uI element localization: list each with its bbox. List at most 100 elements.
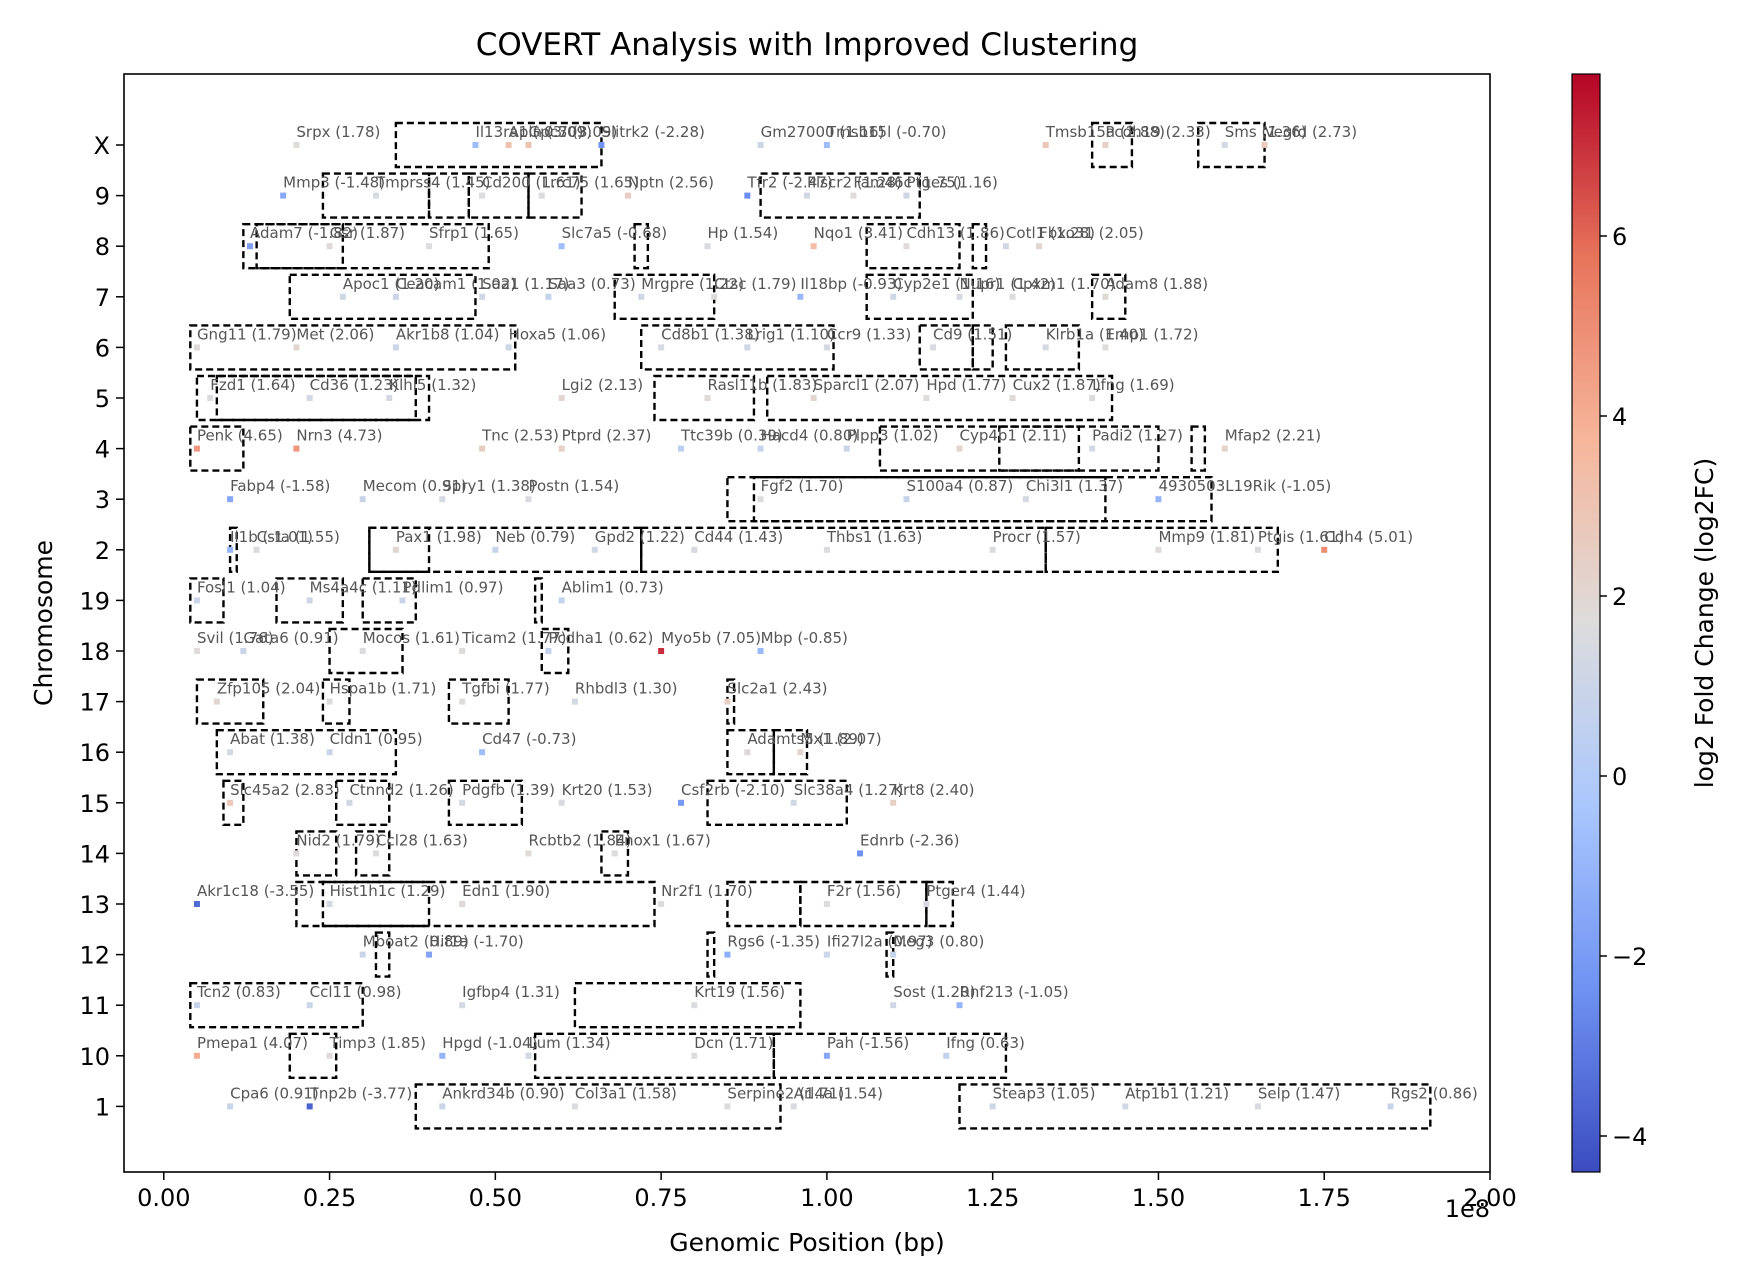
gene-label: Enox1 (1.67) [615,831,711,849]
cluster-box [640,324,835,371]
gene-point [678,799,685,806]
gene-point [213,698,220,705]
y-tick-label: 15 [79,790,110,818]
gene-point [823,142,830,148]
gene-label: Cyp4b1 (2.11) [960,427,1067,445]
gene-label: Hpd (1.77) [926,376,1006,394]
gene-label: Hpgd (-1.04) [442,1034,537,1052]
cluster-box [971,222,988,270]
gene-point [857,850,864,857]
gene-label: Arl4a (1.54) [794,1084,883,1102]
gene-point [306,597,313,604]
cluster-box [865,222,961,270]
gene-label: Steap3 (1.05) [993,1084,1096,1102]
y-tick-label: 3 [95,486,110,514]
cluster-box [414,1083,782,1130]
gene-label: Fzd1 (1.64) [210,376,295,394]
x-axis-offset: 1e8 [1445,1195,1490,1223]
gene-point [359,951,366,958]
gene-point [1009,395,1016,401]
colorbar-tick-label: 2 [1612,583,1627,611]
y-tick-label: 12 [79,942,110,970]
gene-point [459,698,466,705]
gene-label: 4930503L19Rik (-1.05) [1158,477,1331,495]
gene-point [193,344,200,351]
x-tick-label: 1.75 [1298,1184,1351,1212]
gene-label: Slc7a5 (-0.68) [562,224,668,242]
colorbar-gradient [1571,73,1601,1173]
y-tick-label: 4 [95,436,110,464]
gene-label: Krt19 (1.56) [694,983,785,1001]
gene-label: Mboat2 (0.89) [363,933,469,951]
x-axis: 0.00 0.25 0.50 0.75 1.00 1.25 1.50 1.75 2.00 [137,1172,1517,1212]
gene-label: Cpa6 (0.91) [230,1084,319,1102]
gene-label: Spry1 (1.38) [442,477,536,495]
y-tick-label: 11 [79,992,110,1020]
gene-point [293,445,300,452]
gene-point [439,496,446,503]
cluster-box [998,425,1081,472]
gene-point [1254,1103,1261,1110]
gene-label: Edn1 (1.90) [462,882,550,900]
gene-label: Ankrd34b (0.90) [442,1084,564,1102]
gene-label: Vegfd (2.73) [1265,123,1358,141]
gene-point [943,1052,950,1059]
gene-point [558,597,565,604]
gene-label: Mocos (1.61) [363,629,460,647]
gene-label: Ednrb (-2.36) [860,831,959,849]
y-tick-label: 17 [79,689,110,717]
gene-point [956,1002,963,1009]
gene-label: Fabp4 (-1.58) [230,477,330,495]
gene-label: Adam7 (-1.82) [250,224,358,242]
gene-label: Selp (1.47) [1258,1084,1340,1102]
gene-point [392,293,399,300]
gene-label: Plpp3 (1.02) [847,427,939,445]
gene-point [459,901,466,907]
gene-point [193,445,200,452]
gene-label: Csta (1.55) [257,528,340,546]
gene-label: Mbp (-0.85) [761,629,848,647]
gene-label: Lgi2 (2.13) [562,376,643,394]
gene-point [193,901,200,907]
gene-label: Lrig1 (1.10) [747,325,835,343]
gene-point [598,142,605,148]
y-tick-label: 10 [79,1043,110,1071]
gene-label: Nptn (2.56) [628,174,714,192]
cluster-box [925,880,955,928]
gene-label: Sfrp1 (1.65) [429,224,519,242]
cluster-box [189,425,245,472]
gene-label: Krt20 (1.53) [562,781,653,799]
x-tick-label: 1.00 [800,1184,853,1212]
cluster-box [288,273,477,320]
cluster-box [865,273,974,320]
gene-label: Pcdh19 (2.33) [1105,123,1210,141]
gene-label: Pdgfb (1.39) [462,781,555,799]
gene-point [804,192,810,199]
cluster-box [427,172,471,219]
gene-point [1102,293,1109,300]
gene-point [293,142,300,148]
gene-label: Gata6 (0.91) [243,629,338,647]
gene-point [306,1002,313,1009]
gene-label: Saa1 (1.17) [482,275,569,293]
points-layer [193,142,1394,1110]
cluster-box [195,678,265,725]
gene-label: Apoc1 (1.20) [343,275,440,293]
gene-point [339,293,346,300]
gene-point [525,142,532,148]
gene-point [227,749,234,756]
y-tick-label: 7 [95,284,110,312]
gene-point [1102,142,1109,148]
gene-label: Emp1 (1.72) [1105,325,1198,343]
gene-point [929,344,936,351]
cluster-box [189,324,517,371]
cluster-box [726,880,802,928]
y-tick-label: 18 [79,638,110,666]
gene-label: Nr2f1 (1.70) [661,882,753,900]
gene-point [1254,546,1261,553]
gene-label: Ptprd (2.37) [562,427,652,445]
gene-point [790,799,797,806]
gene-label: Nqo1 (3.41) [814,224,903,242]
gene-point [558,799,565,806]
